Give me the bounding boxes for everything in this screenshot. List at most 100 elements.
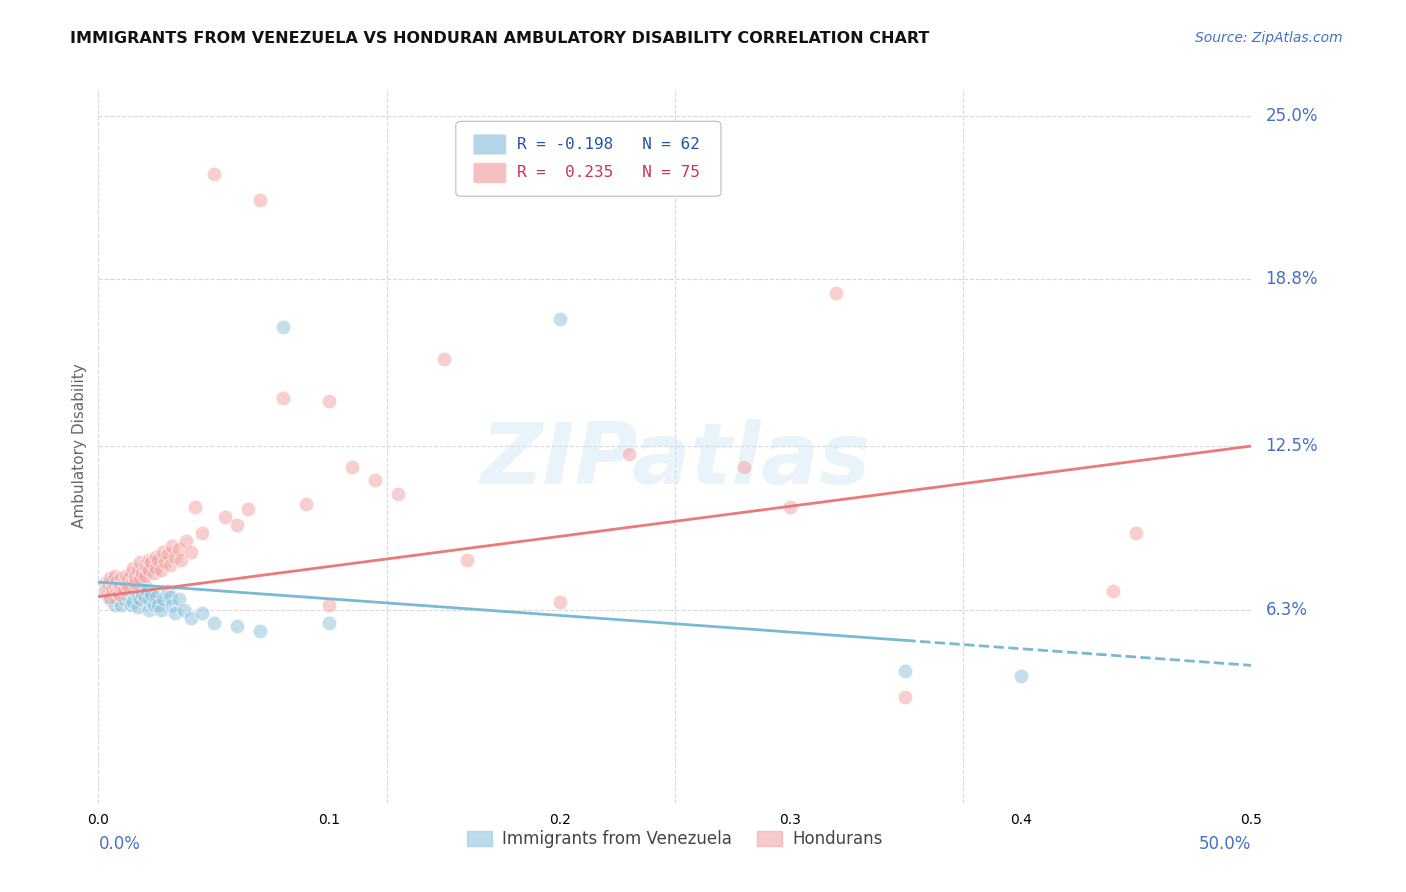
Point — [129, 555, 152, 569]
Point — [184, 500, 207, 514]
Point — [249, 193, 271, 207]
Point — [167, 542, 190, 557]
Text: IMMIGRANTS FROM VENEZUELA VS HONDURAN AMBULATORY DISABILITY CORRELATION CHART: IMMIGRANTS FROM VENEZUELA VS HONDURAN AM… — [70, 31, 929, 46]
FancyBboxPatch shape — [472, 134, 506, 155]
Point — [733, 460, 755, 475]
Point — [101, 579, 124, 593]
Point — [124, 576, 146, 591]
Text: 18.8%: 18.8% — [1265, 270, 1317, 288]
Point — [155, 555, 177, 569]
Point — [191, 606, 214, 620]
Point — [202, 616, 225, 631]
Point — [145, 549, 167, 564]
Point — [120, 598, 142, 612]
Point — [94, 576, 117, 591]
Y-axis label: Ambulatory Disability: Ambulatory Disability — [72, 364, 87, 528]
Point — [134, 579, 156, 593]
Point — [110, 571, 132, 585]
Point — [108, 587, 131, 601]
Text: 25.0%: 25.0% — [1265, 107, 1317, 125]
Point — [117, 582, 139, 596]
Point — [120, 584, 142, 599]
Point — [97, 576, 120, 591]
Point — [115, 576, 138, 591]
Point — [112, 582, 135, 596]
Point — [103, 579, 125, 593]
Point — [364, 474, 387, 488]
Point — [225, 618, 247, 632]
Point — [173, 603, 195, 617]
Point — [134, 558, 156, 572]
Point — [548, 312, 571, 326]
Point — [135, 560, 157, 574]
Point — [191, 526, 214, 541]
Point — [110, 590, 132, 604]
Point — [115, 568, 138, 582]
Point — [142, 598, 165, 612]
Point — [174, 534, 197, 549]
Point — [117, 571, 139, 585]
Legend: Immigrants from Venezuela, Hondurans: Immigrants from Venezuela, Hondurans — [461, 824, 889, 855]
Point — [387, 486, 409, 500]
Point — [124, 584, 146, 599]
Point — [94, 584, 117, 599]
Point — [101, 582, 124, 596]
Point — [340, 460, 363, 475]
Point — [122, 595, 145, 609]
Point — [145, 560, 167, 574]
Point — [98, 592, 121, 607]
Point — [142, 566, 165, 580]
Point — [105, 576, 128, 591]
Text: Source: ZipAtlas.com: Source: ZipAtlas.com — [1195, 31, 1343, 45]
Text: 0.0%: 0.0% — [98, 835, 141, 853]
Point — [98, 571, 121, 585]
Point — [103, 598, 125, 612]
Point — [295, 497, 318, 511]
Point — [131, 587, 153, 601]
Text: R = -0.198   N = 62: R = -0.198 N = 62 — [517, 136, 700, 152]
FancyBboxPatch shape — [472, 162, 506, 184]
Point — [160, 598, 183, 612]
Point — [617, 447, 640, 461]
Point — [120, 566, 142, 580]
Point — [894, 664, 917, 678]
Point — [97, 582, 120, 596]
Point — [127, 563, 149, 577]
Point — [156, 547, 179, 561]
Point — [135, 584, 157, 599]
Point — [124, 568, 146, 582]
Text: 50.0%: 50.0% — [1199, 835, 1251, 853]
FancyBboxPatch shape — [456, 121, 721, 196]
Point — [122, 560, 145, 574]
Point — [138, 552, 160, 566]
Point — [1125, 526, 1147, 541]
Point — [163, 549, 186, 564]
Text: 6.3%: 6.3% — [1265, 601, 1308, 619]
Point — [148, 552, 170, 566]
Point — [97, 590, 120, 604]
Point — [825, 285, 848, 300]
Point — [122, 587, 145, 601]
Point — [112, 592, 135, 607]
Point — [117, 590, 139, 604]
Point — [148, 598, 170, 612]
Point — [115, 579, 138, 593]
Point — [145, 590, 167, 604]
Point — [103, 568, 125, 582]
Point — [103, 582, 125, 596]
Point — [105, 584, 128, 599]
Point — [138, 592, 160, 607]
Point — [214, 510, 236, 524]
Point — [101, 587, 124, 601]
Point — [894, 690, 917, 704]
Point — [167, 592, 190, 607]
Point — [180, 611, 202, 625]
Point — [160, 540, 183, 554]
Point — [159, 558, 181, 572]
Point — [115, 587, 138, 601]
Point — [129, 571, 152, 585]
Point — [318, 616, 340, 631]
Point — [138, 563, 160, 577]
Point — [502, 148, 524, 162]
Point — [149, 563, 172, 577]
